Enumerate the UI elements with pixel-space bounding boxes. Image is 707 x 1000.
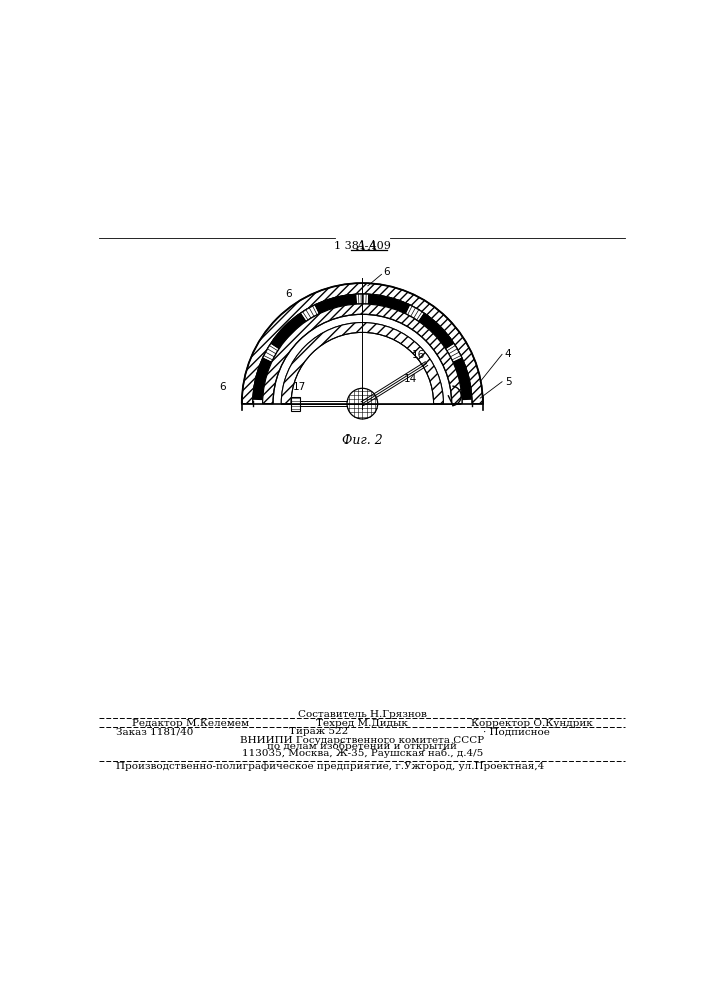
Wedge shape bbox=[301, 305, 319, 321]
Wedge shape bbox=[418, 313, 454, 349]
Wedge shape bbox=[262, 304, 462, 404]
Text: Фиг. 2: Фиг. 2 bbox=[342, 434, 382, 447]
Text: ВНИИПИ Государственного комитета СССР: ВНИИПИ Государственного комитета СССР bbox=[240, 736, 484, 745]
Text: Заказ 1181/40: Заказ 1181/40 bbox=[116, 727, 193, 736]
Text: · Подписное: · Подписное bbox=[483, 727, 550, 736]
Text: 16: 16 bbox=[411, 350, 425, 360]
Wedge shape bbox=[253, 294, 472, 404]
Text: Тираж 522: Тираж 522 bbox=[289, 727, 348, 736]
Text: Техред М.Дидык: Техред М.Дидык bbox=[317, 719, 408, 728]
Wedge shape bbox=[263, 344, 279, 361]
Wedge shape bbox=[271, 313, 307, 349]
Wedge shape bbox=[242, 283, 483, 404]
Text: 6: 6 bbox=[384, 267, 390, 277]
Text: 6: 6 bbox=[219, 382, 226, 392]
Text: 5: 5 bbox=[505, 377, 511, 387]
Wedge shape bbox=[446, 344, 462, 361]
Wedge shape bbox=[368, 294, 410, 314]
Circle shape bbox=[347, 388, 378, 419]
Text: 6: 6 bbox=[285, 289, 292, 299]
Text: Корректор О.Кундрик: Корректор О.Кундрик bbox=[471, 719, 592, 728]
Wedge shape bbox=[315, 294, 357, 314]
Text: 4: 4 bbox=[505, 349, 511, 359]
Text: 1 381 409: 1 381 409 bbox=[334, 241, 391, 251]
Text: по делам изобретений и открытий: по делам изобретений и открытий bbox=[267, 742, 457, 751]
Wedge shape bbox=[253, 357, 272, 400]
Text: A-A: A-A bbox=[357, 240, 378, 253]
Wedge shape bbox=[356, 294, 368, 304]
Wedge shape bbox=[281, 323, 443, 404]
Text: 17: 17 bbox=[293, 382, 306, 392]
Bar bbox=[291, 397, 300, 411]
Wedge shape bbox=[406, 305, 423, 321]
Text: 14: 14 bbox=[404, 374, 416, 384]
Wedge shape bbox=[452, 357, 472, 400]
Text: Редактор М.Келемем: Редактор М.Келемем bbox=[132, 719, 250, 728]
Text: Составитель Н.Грязнов: Составитель Н.Грязнов bbox=[298, 710, 427, 719]
Text: Производственно-полиграфическое предприятие, г.Ужгород, ул.Проектная,4: Производственно-полиграфическое предприя… bbox=[116, 762, 544, 771]
Text: 113035, Москва, Ж-35, Раушская наб., д.4/5: 113035, Москва, Ж-35, Раушская наб., д.4… bbox=[242, 748, 483, 758]
